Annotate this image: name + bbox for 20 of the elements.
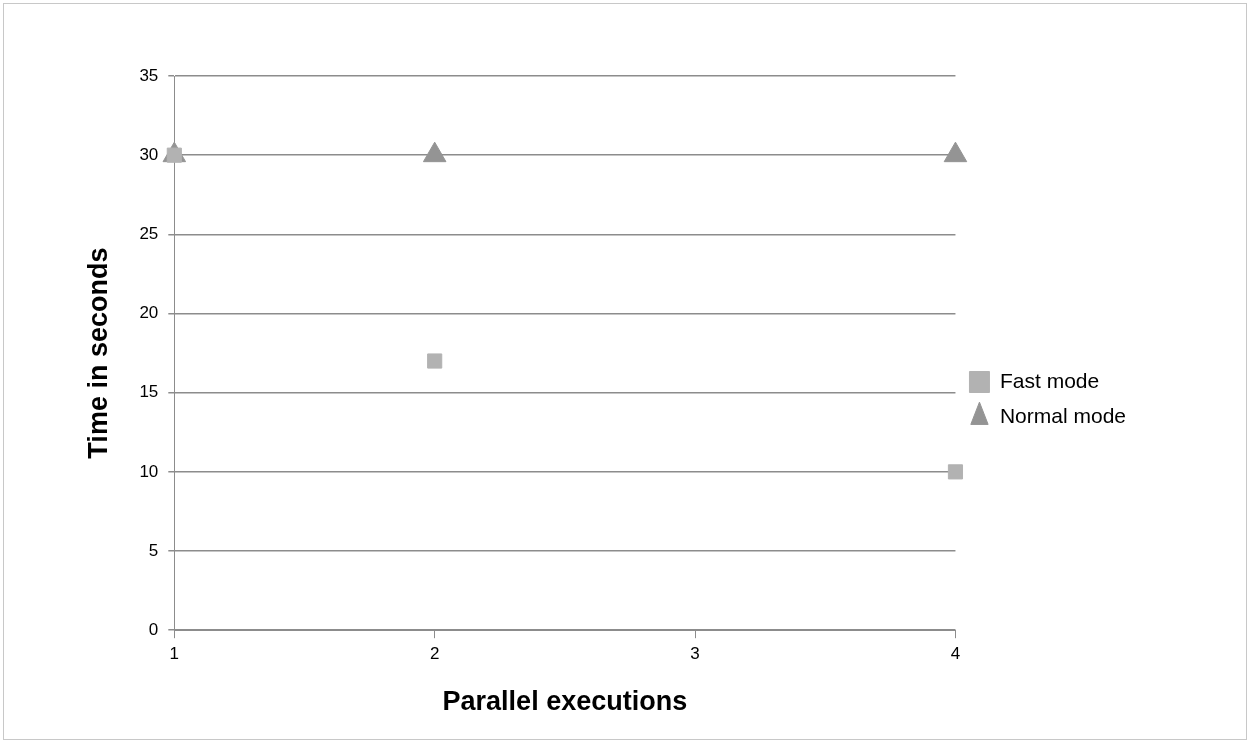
point [427,353,443,369]
point [947,464,964,480]
y-tick-label: 0 [148,619,159,639]
y-tick-label: 30 [139,144,159,164]
point [422,141,447,163]
legend-label: Fast mode [999,368,1100,392]
x-tick-label: 2 [429,644,440,664]
x-tick-label: 4 [950,644,961,664]
y-tick-label: 25 [139,224,159,244]
y-tick-label: 5 [148,540,159,560]
point [943,141,968,163]
y-tick-label: 15 [139,382,159,402]
y-tick-label: 20 [139,303,159,323]
x-axis-title: Parallel executions [442,686,688,717]
x-tick-label: 1 [169,644,180,664]
x-tick-label: 3 [690,644,700,664]
y-tick-label: 35 [139,65,159,85]
legend-label: Normal mode [999,403,1127,427]
y-axis-title: Time in seconds [82,247,113,459]
y-tick-label: 10 [139,461,159,481]
